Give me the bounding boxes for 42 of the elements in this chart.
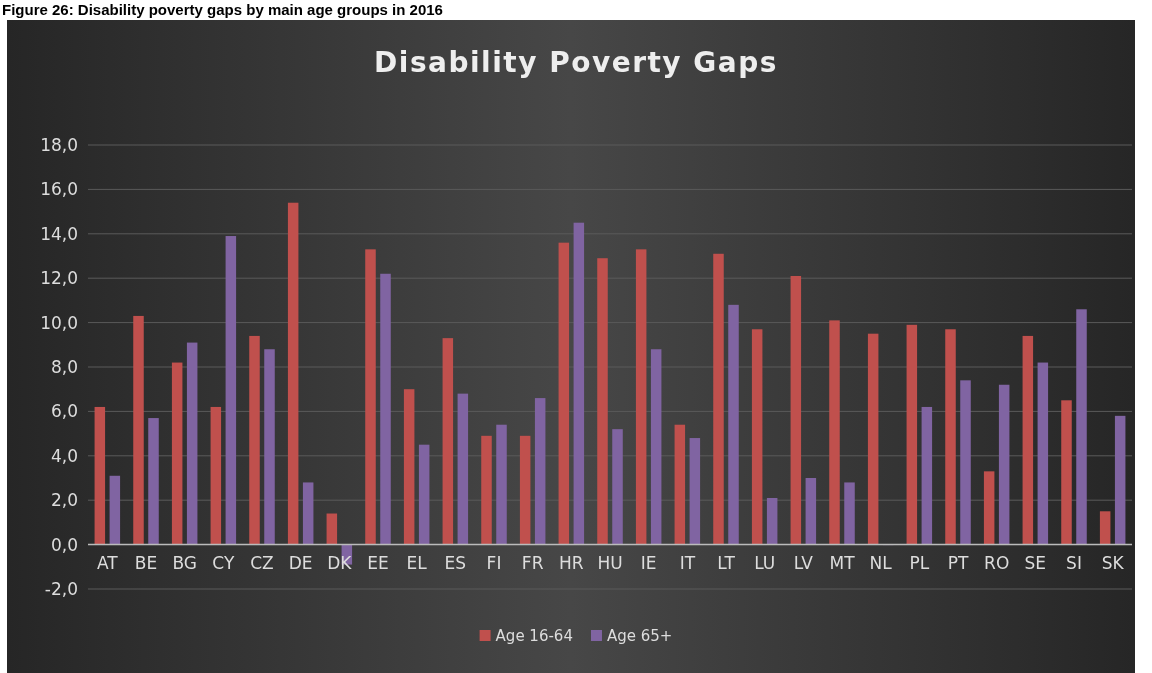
legend-label: Age 65+ (606, 627, 673, 645)
y-tick-label: 4,0 (50, 445, 78, 466)
x-tick-label: LV (793, 552, 814, 573)
x-tick-label: BE (134, 552, 158, 573)
x-tick-label: PL (909, 552, 930, 573)
x-tick-label: CY (212, 552, 235, 573)
x-tick-label: LU (754, 552, 776, 573)
x-tick-label: CZ (250, 552, 274, 573)
x-tick-label: ES (444, 552, 467, 573)
y-tick-label: 14,0 (40, 223, 78, 244)
x-tick-label: SI (1066, 552, 1082, 573)
x-tick-label: FI (486, 552, 502, 573)
y-tick-label: 10,0 (40, 312, 78, 333)
x-tick-label: SE (1024, 552, 1047, 573)
x-tick-label: DK (327, 552, 353, 573)
x-tick-label: BG (172, 552, 197, 573)
x-tick-label: LT (717, 552, 736, 573)
x-tick-label: IT (679, 552, 696, 573)
chart-title: Disability Poverty Gaps (374, 46, 778, 79)
y-tick-label: 0,0 (50, 534, 78, 555)
x-tick-label: PT (947, 552, 969, 573)
x-tick-label: SK (1101, 552, 1125, 573)
x-tick-label: EL (406, 552, 428, 573)
x-tick-label: EE (367, 552, 389, 573)
legend-label: Age 16-64 (495, 627, 573, 645)
y-tick-label: 6,0 (50, 401, 78, 422)
x-tick-label: NL (869, 552, 893, 573)
x-tick-label: AT (96, 552, 119, 573)
y-tick-label: -2,0 (44, 578, 78, 599)
x-tick-label: DE (288, 552, 313, 573)
y-tick-label: 8,0 (50, 356, 78, 377)
x-tick-label: IE (640, 552, 657, 573)
y-tick-label: 12,0 (40, 268, 78, 289)
y-tick-label: 2,0 (50, 490, 78, 511)
x-tick-label: HU (597, 552, 623, 573)
x-tick-label: HR (559, 552, 584, 573)
caption: Figure 26: Disability poverty gaps by main age groups in 2016 (2, 1, 443, 18)
y-tick-label: 18,0 (40, 134, 78, 155)
x-tick-label: FR (521, 552, 544, 573)
x-tick-label: MT (829, 552, 856, 573)
y-tick-label: 16,0 (40, 179, 78, 200)
x-tick-label: RO (984, 552, 1010, 573)
